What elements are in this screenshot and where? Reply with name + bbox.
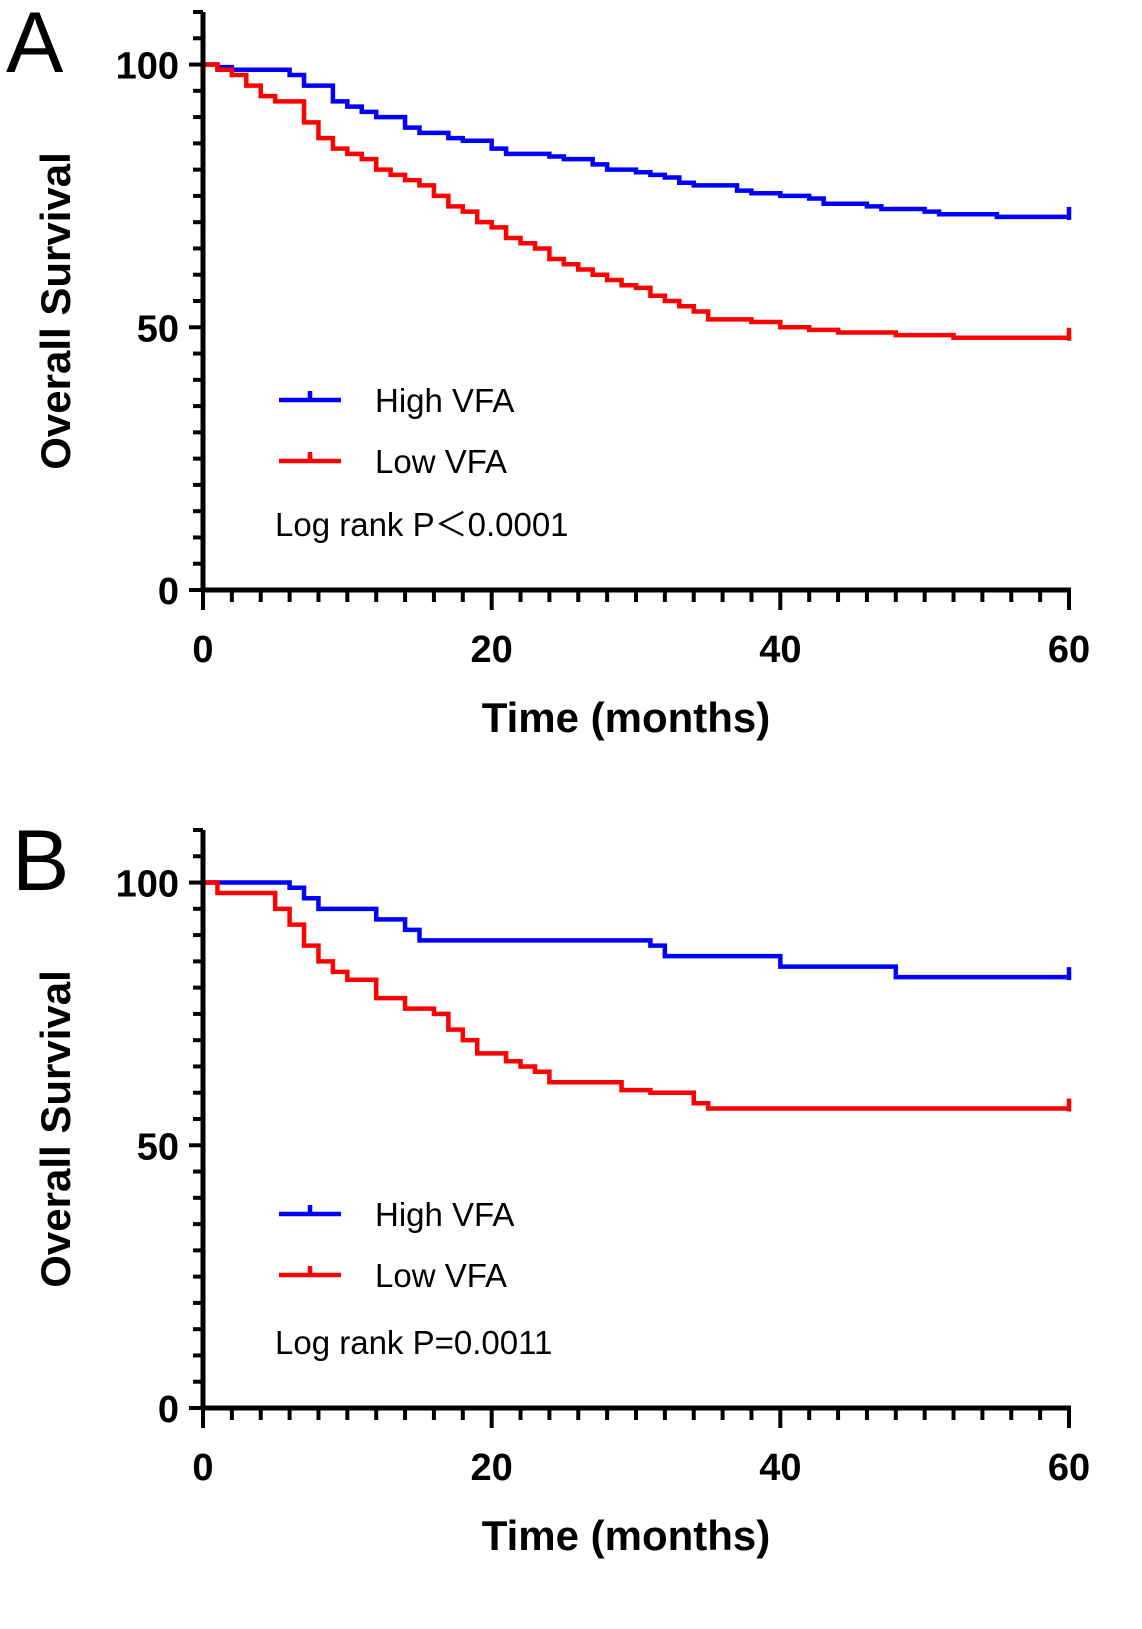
legend: High VFA Low VFA — [279, 1196, 514, 1294]
y-tick-label: 0 — [158, 1389, 179, 1431]
survival-curve-high-vfa — [203, 880, 1069, 980]
x-tick-label: 60 — [1048, 1447, 1090, 1489]
x-tick-label: 20 — [471, 1447, 513, 1489]
survival-curve-high-vfa — [203, 62, 1069, 220]
legend-label-high: High VFA — [375, 1196, 514, 1233]
survival-curve-low-vfa — [203, 880, 1069, 1111]
x-tick-label: 20 — [471, 629, 513, 671]
x-tick-label: 0 — [192, 629, 213, 671]
x-tick-label: 0 — [192, 1447, 213, 1489]
survival-curve-low-vfa — [203, 62, 1069, 341]
y-axis-title: Overall Survival — [32, 970, 79, 1288]
y-tick-label: 0 — [158, 571, 179, 613]
curves — [203, 62, 1072, 341]
legend-swatch-low — [279, 452, 341, 464]
y-axis-title: Overall Survival — [32, 152, 79, 470]
y-tick-label: 50 — [137, 1126, 179, 1168]
y-tick-labels: 0 50 100 — [116, 46, 179, 613]
x-tick-label: 40 — [759, 629, 801, 671]
legend-swatch-high — [279, 391, 341, 403]
y-tick-label: 100 — [116, 864, 179, 906]
legend-label-high: High VFA — [375, 382, 514, 419]
legend-label-low: Low VFA — [375, 1257, 507, 1294]
curves — [203, 880, 1072, 1112]
y-tick-labels: 0 50 100 — [116, 864, 179, 1431]
x-tick-label: 40 — [759, 1447, 801, 1489]
y-tick-label: 50 — [137, 308, 179, 350]
x-tick-label: 60 — [1048, 629, 1090, 671]
log-rank-annotation: Log rank P＜0.0001 — [275, 506, 569, 543]
legend: High VFA Low VFA — [279, 382, 514, 480]
panel-b: B 0 20 40 60 0 50 100 Time (months) Over… — [12, 813, 1090, 1559]
x-tick-labels: 0 20 40 60 — [192, 1447, 1090, 1489]
panel-letter: A — [6, 0, 64, 91]
legend-swatch-high — [279, 1205, 341, 1217]
x-axis-title: Time (months) — [482, 1512, 771, 1559]
panel-a: A 0 20 40 60 0 50 100 Time (months) Over… — [6, 0, 1090, 741]
panel-letter: B — [12, 813, 69, 909]
legend-label-low: Low VFA — [375, 443, 507, 480]
x-axis-title: Time (months) — [482, 694, 771, 741]
log-rank-annotation: Log rank P=0.0011 — [275, 1324, 552, 1361]
axes — [189, 10, 1071, 610]
axes — [189, 828, 1071, 1428]
y-tick-label: 100 — [116, 46, 179, 88]
x-tick-labels: 0 20 40 60 — [192, 629, 1090, 671]
legend-swatch-low — [279, 1266, 341, 1278]
